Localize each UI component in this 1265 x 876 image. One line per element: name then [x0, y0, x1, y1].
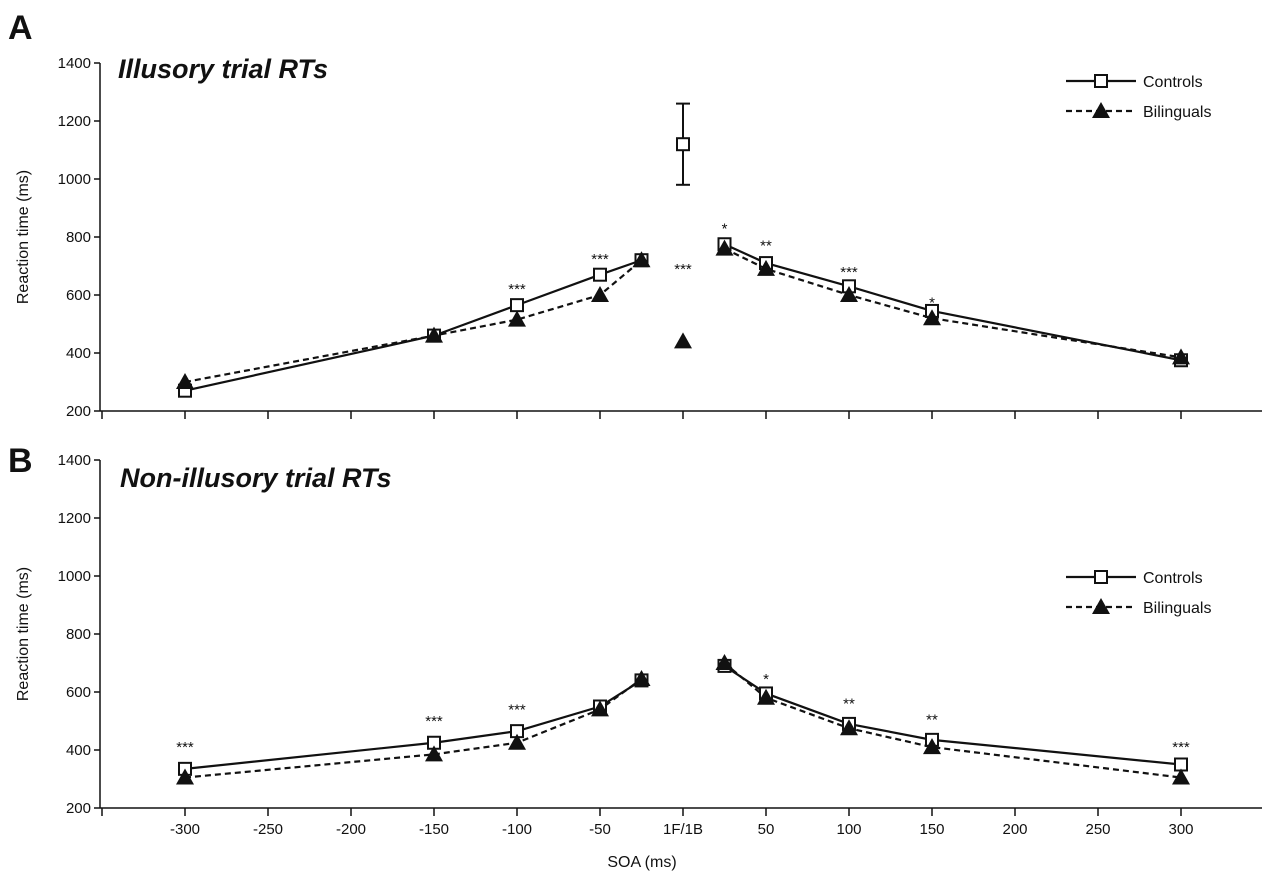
controls-marker: [676, 137, 690, 152]
y-tick-label: 200: [66, 403, 91, 420]
significance-label: ***: [176, 739, 194, 756]
bilinguals-line: [723, 662, 1182, 779]
y-tick-label: 1200: [58, 510, 91, 527]
y-axis-title: Reaction time (ms): [15, 170, 32, 304]
y-tick-label: 1400: [58, 452, 91, 469]
panel-b-axes: 200 400 600 800 1000 1200 1400 Reaction time (m…: [15, 452, 1262, 838]
y-tick-label: 1000: [58, 568, 91, 585]
x-tick-label: -250: [253, 821, 283, 838]
bilinguals-marker: [674, 332, 692, 349]
y-tick-label: 800: [66, 229, 91, 246]
bilinguals-marker: [591, 286, 609, 302]
y-tick-label: 800: [66, 626, 91, 643]
panel-a-marks: ****************: [176, 102, 1190, 398]
y-tick-label: 400: [66, 742, 91, 759]
x-tick-label: 200: [1002, 821, 1027, 838]
bilinguals-marker: [425, 326, 443, 343]
legend-marker-triangle: [1092, 102, 1110, 118]
legend-marker-square: [1094, 570, 1108, 584]
x-tick-label: -300: [170, 821, 200, 838]
significance-label: **: [843, 696, 855, 713]
bilinguals-marker: [176, 373, 194, 389]
bilinguals-marker: [632, 669, 651, 686]
x-axis-title: SOA (ms): [607, 854, 676, 871]
x-tick-label: -200: [336, 821, 366, 838]
bilinguals-marker: [757, 688, 775, 705]
panel-b-marks: *****************: [176, 654, 1190, 785]
significance-label: ***: [508, 281, 526, 298]
y-tick-label: 1200: [58, 113, 91, 130]
significance-label: ***: [1172, 739, 1190, 756]
significance-label: *: [763, 671, 769, 688]
bilinguals-marker: [1172, 768, 1190, 785]
significance-label: ***: [508, 701, 526, 718]
significance-label: ***: [425, 713, 443, 730]
x-tick-label: 50: [758, 821, 775, 838]
significance-label: ***: [674, 261, 692, 278]
panel-b-title: Non-illusory trial RTs: [120, 463, 392, 493]
significance-label: ***: [840, 264, 858, 281]
x-tick-label: 100: [836, 821, 861, 838]
y-tick-label: 400: [66, 345, 91, 362]
legend-marker-square: [1094, 74, 1108, 88]
x-tick-label: -50: [589, 821, 611, 838]
bilinguals-line: [724, 247, 1182, 359]
bilinguals-marker: [1172, 348, 1190, 365]
bilinguals-marker: [632, 251, 651, 268]
legend-label: Bilinguals: [1143, 600, 1211, 617]
panel-a-axes: 200 400 600 800 1000 1200 1400 Reaction time (m…: [15, 55, 1262, 420]
panel-a: A Illusory trial RTs 200 400 600 800 1000 120…: [8, 9, 1262, 420]
panel-b: B Non-illusory trial RTs 200 400 600 800 100…: [8, 442, 1262, 838]
controls-marker: [593, 267, 607, 282]
bilinguals-marker: [715, 654, 734, 670]
significance-label: **: [926, 712, 938, 729]
controls-line: [723, 664, 1182, 766]
bilinguals-marker: [176, 768, 194, 785]
legend-label: Controls: [1143, 74, 1203, 91]
panel-a-title: Illusory trial RTs: [118, 54, 328, 84]
bilinguals-marker: [425, 745, 443, 762]
bilinguals-marker: [508, 310, 526, 327]
significance-label: *: [722, 220, 728, 237]
bilinguals-marker: [923, 309, 941, 326]
x-tick-label: 1F/1B: [663, 821, 703, 838]
controls-line: [184, 259, 642, 392]
bilinguals-marker: [923, 738, 941, 755]
bilinguals-marker: [591, 700, 609, 717]
y-axis-title: Reaction time (ms): [15, 567, 32, 701]
panel-a-letter: A: [8, 9, 33, 47]
panel-b-letter: B: [8, 442, 33, 480]
bilinguals-line: [184, 259, 643, 384]
x-tick-label: 250: [1085, 821, 1110, 838]
x-tick-label: 300: [1168, 821, 1193, 838]
panel-a-legend: Controls Bilinguals: [1066, 74, 1211, 121]
y-tick-label: 600: [66, 287, 91, 304]
legend-label: Controls: [1143, 570, 1203, 587]
controls-marker: [510, 298, 524, 313]
controls-line: [724, 243, 1182, 362]
legend-marker-triangle: [1092, 598, 1110, 614]
x-tick-label: 150: [919, 821, 944, 838]
legend-label: Bilinguals: [1143, 104, 1211, 121]
bilinguals-marker: [715, 239, 734, 256]
x-tick-label: -100: [502, 821, 532, 838]
controls-line: [184, 679, 643, 770]
bilinguals-marker: [840, 719, 858, 736]
significance-label: *: [929, 294, 935, 311]
y-tick-label: 600: [66, 684, 91, 701]
y-tick-label: 1400: [58, 55, 91, 72]
x-tick-label: -150: [419, 821, 449, 838]
significance-label: **: [760, 238, 772, 255]
significance-label: ***: [591, 251, 609, 268]
y-tick-label: 200: [66, 800, 91, 817]
bilinguals-marker: [508, 733, 526, 750]
bilinguals-marker: [757, 259, 775, 276]
bilinguals-marker: [840, 286, 858, 302]
y-tick-label: 1000: [58, 171, 91, 188]
panel-b-legend: Controls Bilinguals: [1066, 570, 1211, 617]
